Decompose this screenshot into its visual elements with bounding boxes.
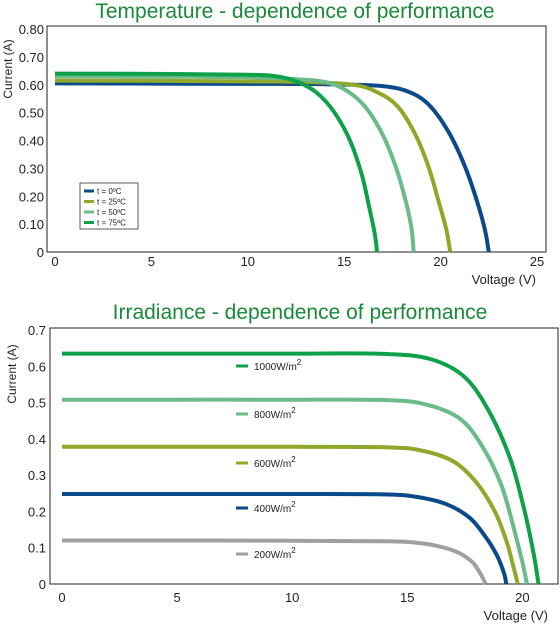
y-tick-label: 0.30 bbox=[19, 161, 44, 176]
series-line bbox=[61, 444, 520, 585]
x-tick-label: 5 bbox=[173, 590, 180, 605]
series-line bbox=[62, 491, 509, 585]
y-tick-label: 0.1 bbox=[28, 541, 46, 556]
legend-label: 200W/m2 bbox=[254, 546, 296, 561]
x-tick-label: 0 bbox=[51, 254, 58, 269]
series-line bbox=[62, 351, 541, 585]
series-line bbox=[54, 71, 379, 253]
legend-label: t = 50ºC bbox=[97, 208, 126, 217]
y-tick-label: 0.2 bbox=[28, 504, 46, 519]
x-tick-label: 0 bbox=[58, 590, 65, 605]
x-tick-label: 15 bbox=[337, 254, 351, 269]
y-tick-label: 0.3 bbox=[28, 468, 46, 483]
series-line bbox=[61, 538, 488, 585]
legend-label: t = 75ºC bbox=[97, 219, 126, 228]
y-tick-label: 0.50 bbox=[19, 106, 44, 121]
chart-title-irradiance: Irradiance - dependence of performance bbox=[112, 301, 488, 324]
legend-label: 1000W/m2 bbox=[254, 358, 302, 373]
y-tick-label: 0.5 bbox=[28, 396, 46, 411]
y-tick-label: 0.4 bbox=[28, 432, 46, 447]
y-tick-label: 0.70 bbox=[19, 50, 44, 65]
y-tick-label: 0.20 bbox=[19, 189, 44, 204]
y-axis-label: Current (A) bbox=[1, 39, 15, 98]
x-tick-label: 20 bbox=[515, 590, 529, 605]
y-tick-label: 0.60 bbox=[19, 78, 44, 93]
legend-label: t = 25ºC bbox=[97, 198, 126, 207]
x-tick-label: 5 bbox=[148, 254, 155, 269]
legend-label: 400W/m2 bbox=[254, 500, 296, 515]
legend-label: 800W/m2 bbox=[254, 406, 296, 421]
y-axis-label: Current (A) bbox=[5, 344, 19, 403]
series-line bbox=[54, 81, 491, 253]
y-tick-label: 0.6 bbox=[28, 359, 46, 374]
plot-frame bbox=[49, 327, 559, 585]
x-tick-label: 25 bbox=[530, 254, 544, 269]
legend-label: t = 0ºC bbox=[97, 187, 122, 196]
y-tick-label: 0 bbox=[39, 577, 46, 592]
x-axis-label: Voltage (V) bbox=[484, 608, 548, 623]
x-tick-label: 10 bbox=[285, 590, 299, 605]
series-line bbox=[54, 74, 416, 253]
x-tick-label: 15 bbox=[400, 590, 414, 605]
series-line bbox=[54, 78, 453, 253]
chart-title-temperature: Temperature - dependence of performance bbox=[95, 0, 495, 23]
x-tick-label: 20 bbox=[433, 254, 447, 269]
y-tick-label: 0 bbox=[37, 245, 44, 260]
x-axis-label: Voltage (V) bbox=[472, 272, 536, 287]
y-tick-label: 0.10 bbox=[19, 217, 44, 232]
series-line bbox=[61, 397, 529, 585]
legend-label: 600W/m2 bbox=[254, 455, 296, 470]
y-tick-label: 0.7 bbox=[28, 323, 46, 338]
y-tick-label: 0.80 bbox=[19, 22, 44, 37]
x-tick-label: 10 bbox=[241, 254, 255, 269]
y-tick-label: 0.40 bbox=[19, 134, 44, 149]
